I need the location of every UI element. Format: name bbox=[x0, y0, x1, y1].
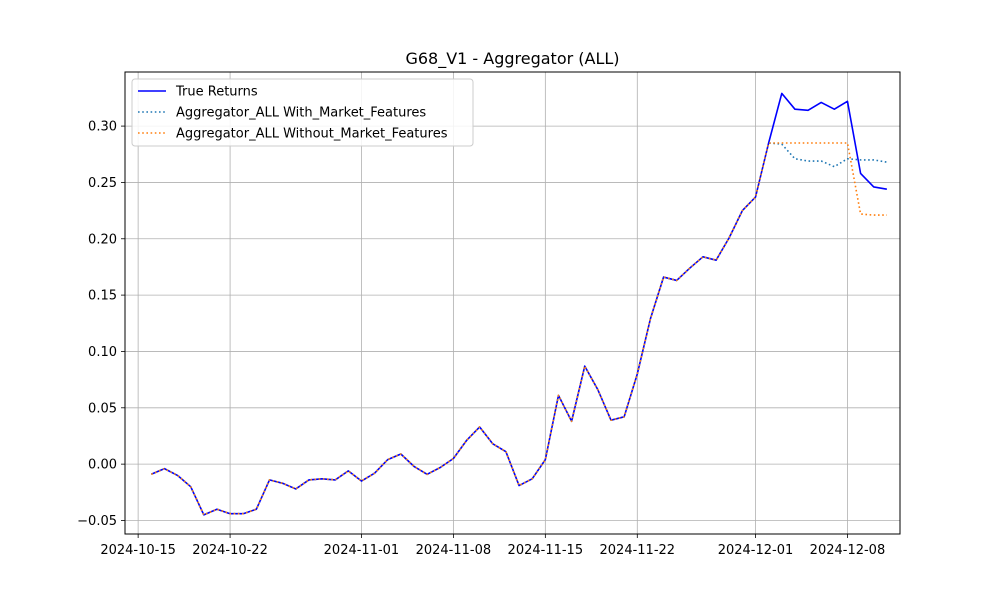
legend-box bbox=[131, 78, 474, 147]
legend-label: True Returns bbox=[175, 85, 258, 100]
x-tick-label: 2024-10-15 bbox=[100, 543, 176, 558]
legend: True Returns Aggregator_ALL With_Market_F… bbox=[131, 78, 474, 147]
x-tick-label: 2024-11-22 bbox=[600, 543, 676, 558]
x-tick-label: 2024-11-08 bbox=[416, 543, 492, 558]
series-line-1 bbox=[150, 92, 887, 516]
grid-lines bbox=[125, 72, 900, 534]
y-axis: −0.05 0.00 0.05 0.10 0.15 0.20 0.25 0.30 bbox=[77, 120, 125, 529]
y-tick-label: 0.25 bbox=[88, 176, 117, 191]
y-tick-label: 0.10 bbox=[88, 345, 117, 360]
x-tick-label: 2024-12-08 bbox=[810, 543, 886, 558]
x-tick-label: 2024-11-01 bbox=[324, 543, 400, 558]
x-tick-label: 2024-11-15 bbox=[508, 543, 584, 558]
y-tick-label: −0.05 bbox=[77, 514, 117, 529]
series-lines bbox=[150, 92, 887, 516]
plot-area-frame bbox=[124, 71, 901, 535]
y-tick-label: 0.30 bbox=[88, 120, 117, 135]
y-tick-label: 0.05 bbox=[88, 401, 117, 416]
series-line-3 bbox=[150, 142, 887, 516]
y-tick-label: 0.00 bbox=[88, 458, 117, 473]
x-axis: 2024-10-15 2024-10-22 2024-11-01 2024-11-08… bbox=[100, 534, 885, 558]
chart-title: G68_V1 - Aggregator (ALL) bbox=[405, 49, 619, 69]
x-tick-label: 2024-12-01 bbox=[718, 543, 794, 558]
legend-label: Aggregator_ALL Without_Market_Features bbox=[176, 127, 448, 142]
x-tick-label: 2024-10-22 bbox=[192, 543, 268, 558]
legend-label: Aggregator_ALL With_Market_Features bbox=[176, 106, 426, 121]
y-tick-label: 0.20 bbox=[88, 232, 117, 247]
y-tick-label: 0.15 bbox=[88, 289, 117, 304]
series-line-2 bbox=[150, 142, 887, 516]
